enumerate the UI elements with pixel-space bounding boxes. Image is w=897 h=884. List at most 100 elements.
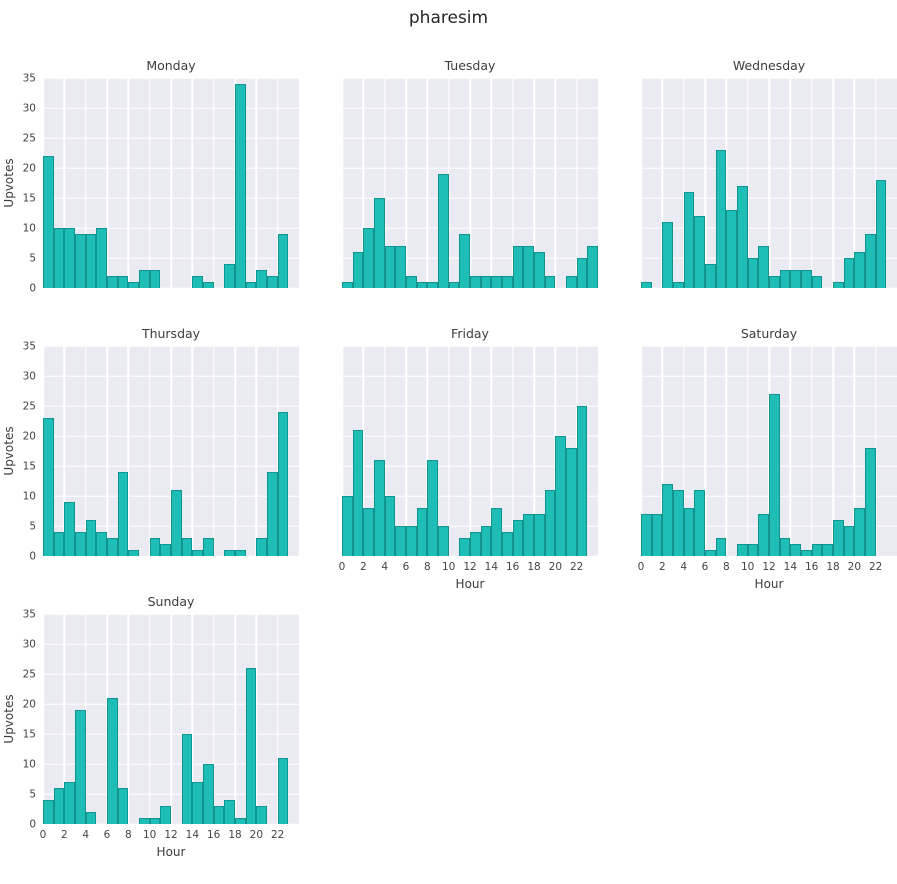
plot-area (640, 345, 897, 557)
y-tick-label: 30 (22, 101, 36, 114)
y-tick-label: 10 (22, 221, 36, 234)
bar-hour-3 (374, 460, 385, 556)
bar-hour-7 (416, 282, 428, 288)
subplot-grid: Monday Upvotes 0 5 10 15 20 25 30 35 Tuesday Wednes… (0, 46, 897, 859)
gridline-horizontal (641, 555, 897, 557)
gridline-horizontal (43, 287, 299, 289)
y-tick-label: 30 (22, 369, 36, 382)
gridline-vertical (832, 78, 834, 288)
gridline-vertical (84, 614, 87, 824)
bar-hour-11 (758, 246, 769, 288)
bar-hour-22 (576, 406, 588, 556)
x-tick-label: 16 (206, 829, 221, 841)
x-tick-label: 12 (762, 561, 776, 573)
gridline-vertical (511, 78, 514, 288)
gridline-vertical (575, 78, 578, 288)
x-tick-label: 4 (82, 829, 89, 841)
bar-hour-9 (737, 186, 748, 288)
bar-hour-20 (854, 508, 865, 556)
bar-hour-9 (737, 544, 748, 556)
gridline-vertical (853, 346, 856, 556)
x-tick-label: 10 (142, 829, 157, 841)
bar-hour-10 (149, 538, 161, 556)
x-tick-label: 12 (164, 829, 178, 841)
bar-hour-18 (235, 818, 246, 824)
x-tick-label: 0 (39, 829, 47, 841)
gridline-vertical (276, 614, 279, 824)
bar-hour-6 (705, 550, 716, 556)
x-tick-label: 2 (658, 561, 666, 573)
bar-hour-0 (43, 156, 54, 288)
gridline-vertical (170, 614, 172, 824)
subplot-title: Sunday (147, 594, 195, 609)
gridline-vertical (426, 346, 429, 556)
gridline-vertical (789, 346, 792, 556)
bar-hour-2 (662, 222, 673, 288)
gridline-vertical (106, 78, 108, 288)
bar-hour-7 (715, 538, 727, 556)
gridline-vertical (554, 78, 557, 288)
gridline-vertical (212, 614, 215, 824)
bar-hour-10 (448, 282, 460, 288)
gridline-vertical (63, 346, 66, 556)
y-tick-label: 25 (22, 399, 36, 412)
bar-hour-12 (470, 532, 481, 556)
gridline-vertical (405, 346, 407, 556)
gridline-vertical (42, 614, 44, 824)
bar-hour-14 (192, 782, 203, 824)
gridline-horizontal (342, 555, 598, 557)
gridline-vertical (234, 614, 236, 824)
gridline-vertical (810, 78, 813, 288)
figure-title: pharesim (408, 8, 489, 28)
bar-hour-6 (107, 276, 118, 288)
bar-hour-11 (160, 544, 171, 556)
y-tick-label: 15 (22, 191, 36, 204)
bar-hour-18 (833, 282, 844, 288)
bar-hour-3 (673, 490, 684, 556)
gridline-vertical (704, 346, 706, 556)
bar-hour-12 (470, 276, 481, 288)
bar-hour-17 (224, 550, 235, 556)
bar-hour-15 (203, 538, 214, 556)
bar-hour-10 (747, 544, 759, 556)
bar-hour-15 (203, 282, 214, 288)
bar-hour-6 (107, 538, 118, 556)
bar-hour-2 (363, 228, 374, 288)
gridline-vertical (383, 346, 386, 556)
bar-hour-7 (117, 276, 129, 288)
gridline-horizontal (43, 823, 299, 825)
bar-hour-20 (555, 436, 566, 556)
gridline-vertical (640, 346, 642, 556)
plot-area (42, 613, 299, 825)
bar-hour-5 (395, 526, 406, 556)
gridline-vertical (362, 78, 365, 288)
bar-hour-21 (865, 234, 876, 288)
x-tick-label: 18 (527, 561, 541, 573)
bar-hour-16 (811, 544, 823, 556)
y-axis (299, 346, 342, 556)
bar-hour-2 (662, 484, 673, 556)
x-tick-label: 14 (185, 829, 200, 841)
y-axis: Upvotes 0 5 10 15 20 25 30 35 (0, 609, 43, 829)
bar-hour-13 (779, 270, 791, 288)
gridline-vertical (234, 346, 236, 556)
bar-hour-22 (277, 412, 289, 556)
bar-hour-14 (491, 508, 502, 556)
bar-hour-19 (843, 258, 855, 288)
x-tick-label: 16 (804, 561, 819, 573)
bar-hour-12 (769, 394, 780, 556)
bar-hour-4 (85, 812, 97, 824)
x-tick-label: 8 (722, 561, 730, 573)
y-tick-label: 20 (22, 429, 36, 442)
bar-hour-3 (374, 198, 385, 288)
gridline-vertical (725, 78, 728, 288)
bar-hour-7 (416, 508, 428, 556)
bar-hour-22 (576, 258, 588, 288)
bar-hour-19 (544, 490, 556, 556)
gridline-vertical (148, 346, 151, 556)
bar-hour-0 (342, 282, 353, 288)
y-tick-label: 25 (22, 667, 36, 680)
y-tick-label: 5 (29, 519, 36, 532)
x-tick-label: 22 (569, 561, 584, 573)
bar-hour-1 (651, 514, 663, 556)
